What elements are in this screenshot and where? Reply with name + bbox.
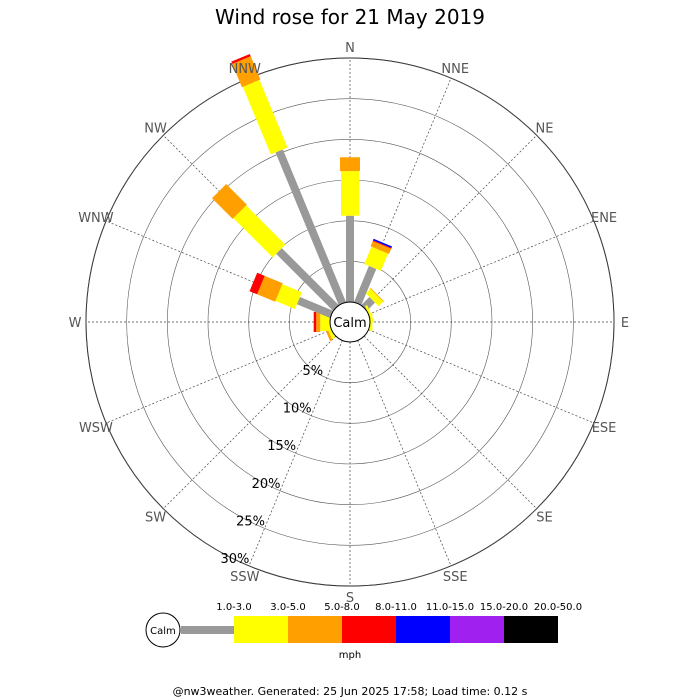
bar-n-bin-0 [346,215,354,302]
speed-legend: Calm 1.0-3.0 3.0-5.0 5.0-8.0 8.0-11.0 11.0-15… [145,602,582,661]
bar-nw-bin-2 [212,184,247,219]
bar-w-bin-1 [320,313,330,331]
bar-ne-bin-1 [365,288,384,307]
direction-label: NNE [441,62,469,77]
legend-bin-label: 11.0-15.0 [426,602,474,613]
bar-nnw-bin-0 [275,149,346,306]
direction-labels: N NNE NE ENE E ESE SE SSE S SSW SW WSW W WNW NW NNW [69,41,630,606]
legend-swatch-6 [504,616,558,643]
spoke-line [363,335,537,509]
calm-marker: Calm [329,301,371,343]
calm-label: Calm [333,316,366,331]
spoke-line [368,329,595,424]
bar-nne-bin-4 [373,238,393,248]
spoke-line [357,340,452,567]
direction-label: E [621,316,629,331]
legend-bin-label: 3.0-5.0 [270,602,305,613]
ring-label: 20% [252,477,281,492]
direction-label: ENE [591,211,617,226]
spoke-line [248,340,343,567]
bar-w-bin-2 [316,312,321,332]
legend-swatch-0 [181,626,234,634]
wind-bars [212,54,393,342]
bar-w-bin-3 [313,312,317,332]
direction-label: S [346,591,354,606]
ring-label: 30% [221,552,250,567]
spoke-line [368,220,595,315]
bar-nne-bin-2 [370,241,392,254]
bar-e-bin-1 [370,313,373,331]
spoke-line [363,135,537,309]
bar-wnw-bin-3 [249,272,265,295]
ring-labels: 5% 10% 15% 20% 25% 30% [221,364,324,567]
bar-nnw-bin-2 [232,56,261,88]
direction-label: NNW [229,62,261,77]
direction-label: WSW [79,421,113,436]
ring-label: 10% [283,402,312,417]
chart-title: Wind rose for 21 May 2019 [215,5,485,29]
bar-nne-bin-0 [354,265,377,306]
bar-nne-bin-1 [364,246,389,271]
direction-label: NE [535,122,553,137]
bar-wnw-bin-2 [257,275,283,302]
grid-ring [167,139,533,505]
bar-nne-bin-3 [372,240,392,249]
legend-swatch-4 [396,616,450,643]
bar-n-bin-2 [340,157,360,172]
direction-label: SW [145,510,166,525]
direction-label: NW [144,122,167,137]
spoke-line [105,329,332,424]
legend-calm-circle [145,612,181,648]
grid-ring [126,98,574,546]
bar-wnw-bin-0 [296,297,334,318]
grid-ring [85,57,615,587]
legend-bin-label: 8.0-11.0 [375,602,417,613]
legend-calm-label: Calm [150,626,176,637]
calm-circle [329,301,371,343]
bar-ne-bin-0 [361,297,375,311]
ring-label: 15% [267,439,296,454]
legend-bin-label: 15.0-20.0 [480,602,528,613]
bar-nw-bin-0 [276,248,339,311]
bar-n-bin-1 [341,171,359,216]
bar-wnw-bin-1 [275,284,302,309]
bar-nnw-bin-3 [231,54,251,64]
direction-label: SSW [230,570,260,585]
direction-label: ESE [592,421,617,436]
direction-label: SE [536,510,552,525]
legend-unit-label: mph [339,650,361,661]
legend-swatch-1 [234,616,288,643]
bar-nw-bin-1 [233,205,286,258]
legend-bin-label: 20.0-50.0 [534,602,582,613]
legend-swatch-5 [450,616,504,643]
legend-bin-label: 1.0-3.0 [216,602,251,613]
footer-text: @nw3weather. Generated: 25 Jun 2025 17:5… [173,685,528,698]
bar-ne-bin-2 [369,287,385,303]
direction-label: W [69,316,82,331]
bar-nnw-bin-1 [242,79,288,155]
direction-label: WNW [78,211,114,226]
ring-label: 5% [302,364,323,379]
legend-swatch-3 [342,616,396,643]
direction-label: SSE [443,570,468,585]
ring-label: 25% [236,514,265,529]
direction-label: N [345,41,355,56]
legend-bin-label: 5.0-8.0 [324,602,359,613]
spoke-line [163,335,337,509]
legend-swatch-2 [288,616,342,643]
